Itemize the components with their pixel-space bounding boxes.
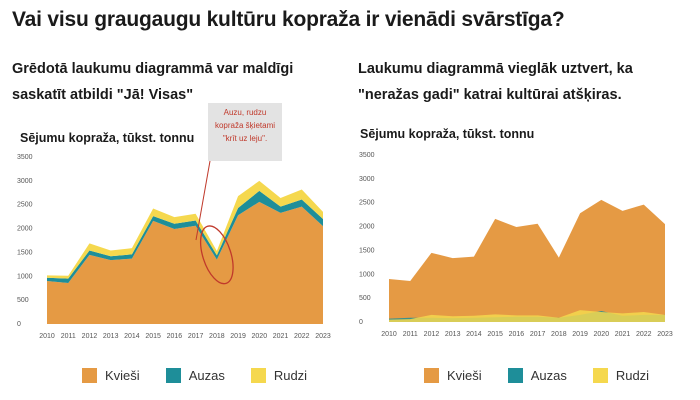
legend-label-kviesi: Kvieši <box>105 368 140 383</box>
legend-label-auzas: Auzas <box>188 368 225 383</box>
left-y-tick-label: 3000 <box>17 178 33 185</box>
legend-item-rudzi: Rudzi <box>250 368 308 383</box>
left-y-tick-label: 2500 <box>17 202 33 209</box>
right-x-tick-label: 2016 <box>509 331 525 338</box>
right-legend: Kvieši Auzas Rudzi <box>424 368 675 383</box>
right-x-tick-label: 2011 <box>403 331 418 338</box>
legend-label-auzas: Auzas <box>530 368 567 383</box>
legend-item-rudzi: Rudzi <box>592 368 650 383</box>
right-x-tick-label: 2017 <box>530 331 546 338</box>
annotation-leader-line <box>195 160 211 241</box>
left-x-tick-label: 2017 <box>188 333 204 340</box>
right-x-tick-label: 2012 <box>424 331 440 338</box>
right-y-tick-label: 0 <box>359 319 363 326</box>
right-x-tick-label: 2013 <box>445 331 461 338</box>
right-x-tick-label: 2023 <box>657 331 673 338</box>
legend-item-kviesi: Kvieši <box>424 368 482 383</box>
left-x-tick-label: 2012 <box>82 333 98 340</box>
left-y-tick-label: 2000 <box>17 226 33 233</box>
left-x-tick-label: 2018 <box>209 333 225 340</box>
left-x-tick-label: 2013 <box>103 333 119 340</box>
right-y-tick-label: 500 <box>359 295 371 302</box>
left-x-tick-label: 2011 <box>61 333 76 340</box>
legend-item-kviesi: Kvieši <box>82 368 140 383</box>
right-x-tick-label: 2018 <box>551 331 567 338</box>
legend-swatch-kviesi <box>82 368 97 383</box>
left-y-tick-label: 1000 <box>17 273 33 280</box>
right-chart-subtitle: Laukumu diagrammā vieglāk uztvert, ka "n… <box>358 61 633 103</box>
left-y-tick-label: 3500 <box>17 154 33 161</box>
legend-item-auzas: Auzas <box>165 368 225 383</box>
legend-label-rudzi: Rudzi <box>273 368 308 383</box>
left-y-tick-label: 1500 <box>17 249 33 256</box>
left-x-tick-label: 2023 <box>315 333 331 340</box>
right-y-tick-label: 1500 <box>359 247 375 254</box>
left-y-tick-label: 500 <box>17 297 29 304</box>
legend-swatch-auzas <box>165 368 181 383</box>
right-x-tick-label: 2015 <box>487 331 503 338</box>
left-x-tick-label: 2014 <box>124 333 140 340</box>
left-chart-subtitle: Grēdotā laukumu diagrammā var maldīgi sa… <box>12 61 294 103</box>
left-x-tick-label: 2022 <box>294 333 310 340</box>
annotation-note: Auzu, rudzu kopraža šķietami "krīt uz le… <box>208 103 282 161</box>
legend-swatch-auzas <box>507 368 523 383</box>
left-area-kviesi <box>47 201 323 324</box>
annotation-ellipse <box>199 225 234 285</box>
right-y-axis-label: Sējumu kopraža, tūkst. tonnu <box>360 127 535 141</box>
right-x-tick-label: 2010 <box>381 331 397 338</box>
legend-label-kviesi: Kvieši <box>447 368 482 383</box>
right-x-tick-label: 2014 <box>466 331 482 338</box>
right-y-tick-label: 3000 <box>359 176 375 183</box>
legend-label-rudzi: Rudzi <box>615 368 650 383</box>
right-y-tick-label: 2500 <box>359 200 375 207</box>
right-x-tick-label: 2019 <box>572 331 588 338</box>
left-area-rudzi <box>47 180 323 279</box>
left-area-auzas <box>47 190 323 283</box>
left-x-tick-label: 2020 <box>252 333 268 340</box>
legend-swatch-kviesi <box>424 368 439 383</box>
right-x-tick-label: 2022 <box>636 331 652 338</box>
left-y-tick-label: 0 <box>17 321 21 328</box>
left-y-axis-label: Sējumu kopraža, tūkst. tonnu <box>20 131 195 145</box>
left-x-tick-label: 2016 <box>167 333 183 340</box>
legend-swatch-rudzi <box>592 368 608 383</box>
left-x-tick-label: 2021 <box>273 333 289 340</box>
right-y-tick-label: 2000 <box>359 224 375 231</box>
legend-item-auzas: Auzas <box>507 368 567 383</box>
left-x-tick-label: 2015 <box>145 333 161 340</box>
right-y-tick-label: 3500 <box>359 152 375 159</box>
legend-swatch-rudzi <box>250 368 266 383</box>
right-x-tick-label: 2021 <box>615 331 631 338</box>
left-x-tick-label: 2019 <box>230 333 246 340</box>
left-legend: Kvieši Auzas Rudzi <box>82 368 333 383</box>
right-area-kviesi <box>389 199 665 322</box>
left-x-tick-label: 2010 <box>39 333 55 340</box>
right-area-rudzi <box>389 310 665 322</box>
right-x-tick-label: 2020 <box>594 331 610 338</box>
right-y-tick-label: 1000 <box>359 271 375 278</box>
page-title: Vai visu graugaugu kultūru kopraža ir vi… <box>12 8 565 31</box>
